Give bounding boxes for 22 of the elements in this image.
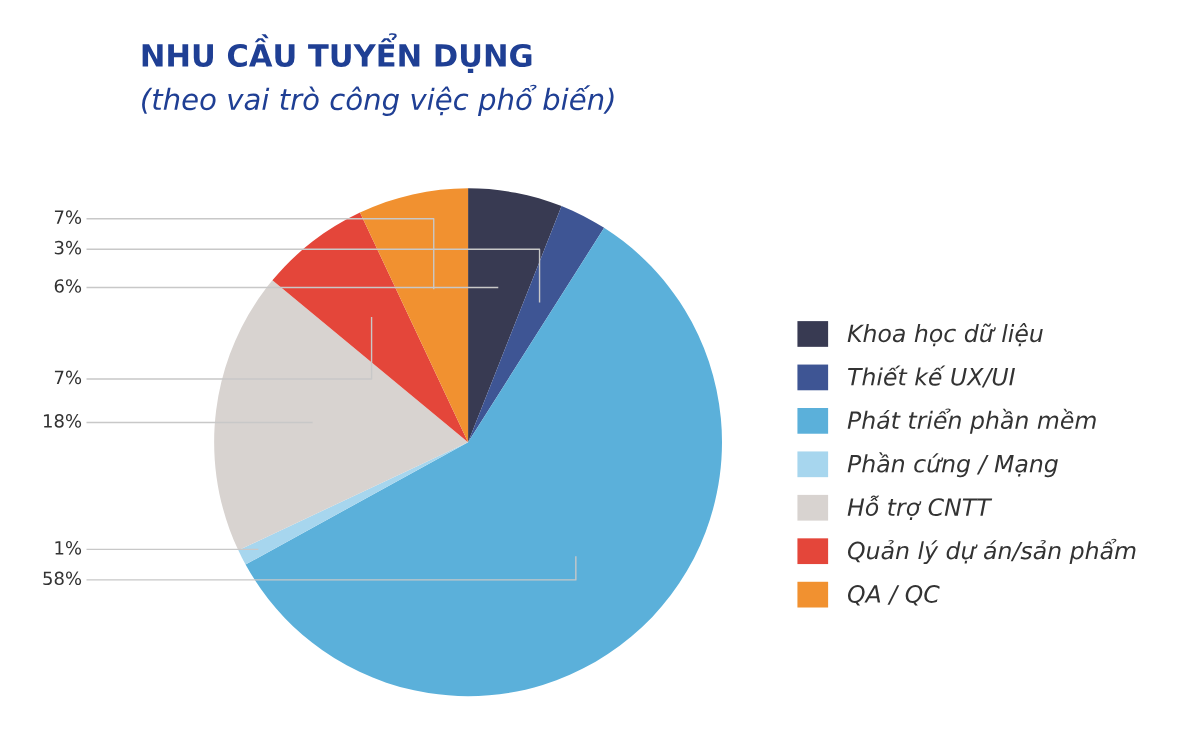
chart-title: NHU CẦU TUYỂN DỤNG: [142, 33, 532, 74]
data-label: 7%: [54, 210, 82, 224]
data-label: 7%: [54, 370, 82, 385]
data-label: 58%: [43, 571, 82, 586]
pie-slice: [214, 280, 469, 551]
legend-label: Phát triển phần mềm: [847, 408, 1096, 434]
data-label: 18%: [43, 414, 82, 428]
legend-label: Quản lý dự án/sản phẩm: [847, 538, 1136, 565]
legend-label: Thiết kế UX/UI: [848, 365, 1015, 388]
data-label: 1%: [55, 540, 82, 555]
chart-subtitle: (theo vai trò công việc phổ biến): [142, 84, 614, 116]
legend-label: Phần cứng / Mạng: [847, 452, 1058, 478]
legend-label: QA / QC: [847, 585, 940, 606]
data-label: 6%: [54, 279, 82, 293]
pie-slice: [272, 212, 469, 443]
legend-label: Khoa học dữ liệu: [847, 323, 1043, 347]
data-label: 3%: [54, 240, 82, 255]
pie-slice: [245, 227, 722, 697]
legend-label: Hỗ trợ CNTT: [847, 495, 993, 521]
pie-slice: [468, 188, 562, 443]
pie-slice: [359, 188, 469, 443]
pie-slice: [468, 206, 605, 443]
